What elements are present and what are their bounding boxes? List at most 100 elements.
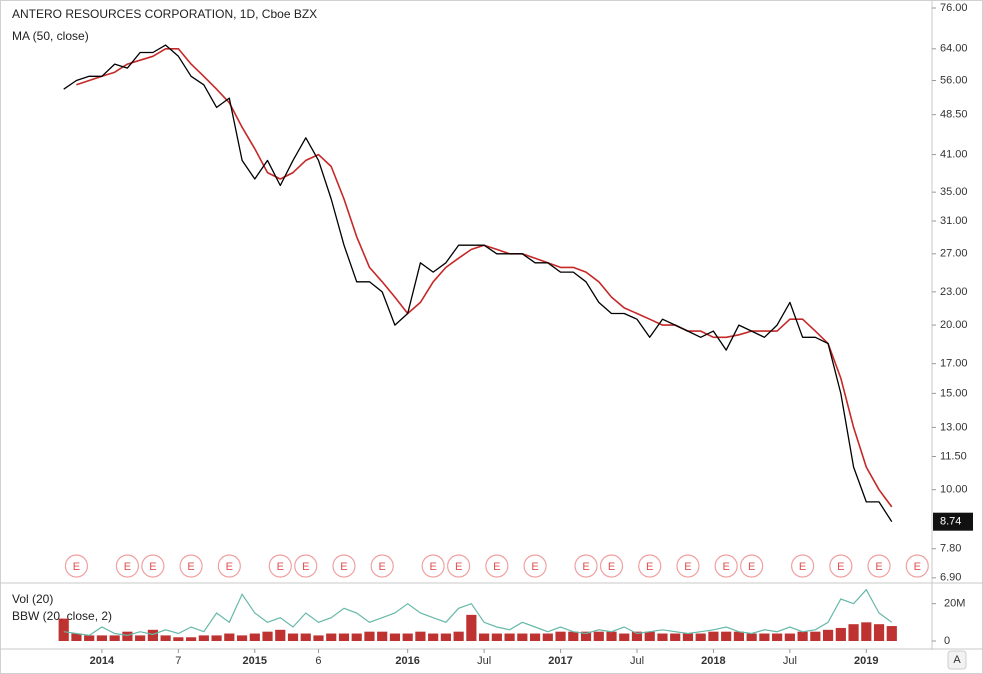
x-tick-label: Jul bbox=[630, 655, 644, 667]
volume-bar bbox=[644, 631, 655, 641]
y-tick-label: 56.00 bbox=[940, 74, 968, 86]
earnings-marker bbox=[115, 554, 139, 578]
volume-bar bbox=[300, 633, 311, 641]
volume-bar bbox=[886, 626, 897, 641]
volume-bar bbox=[377, 631, 388, 641]
volume-bar bbox=[822, 629, 834, 641]
volume-bar bbox=[580, 631, 592, 641]
y-tick-label: 41.00 bbox=[940, 148, 968, 160]
volume-bar bbox=[593, 631, 604, 641]
volume-bar bbox=[262, 631, 273, 641]
vol-legend: Vol (20) bbox=[12, 592, 53, 606]
y-tick-label: 27.00 bbox=[940, 248, 968, 260]
price-line bbox=[63, 44, 893, 523]
earnings-label: E bbox=[799, 561, 806, 573]
x-tick-label: 2016 bbox=[395, 655, 419, 667]
earnings-marker bbox=[676, 554, 700, 578]
volume-bar bbox=[96, 635, 108, 641]
volume-bar bbox=[338, 633, 350, 641]
y-tick-label: 15.00 bbox=[940, 387, 968, 399]
earnings-label: E bbox=[429, 561, 436, 573]
volume-bar bbox=[861, 622, 872, 641]
y2-tick-label: 20M bbox=[944, 598, 965, 610]
volume-bar bbox=[479, 633, 490, 641]
scale-button[interactable] bbox=[947, 650, 967, 670]
earnings-marker bbox=[599, 554, 624, 578]
volume-bar bbox=[326, 633, 337, 641]
volume-bar bbox=[708, 631, 719, 641]
earnings-label: E bbox=[124, 561, 131, 573]
volume-bar bbox=[198, 635, 209, 641]
volume-bar bbox=[797, 631, 808, 641]
earnings-marker bbox=[217, 554, 241, 578]
last-price-tag bbox=[933, 512, 973, 531]
volume-bar bbox=[670, 633, 681, 641]
last-price-label: 8.74 bbox=[940, 516, 961, 528]
volume-bar bbox=[224, 633, 235, 641]
volume-bar bbox=[428, 633, 439, 641]
y-tick-label: 10.00 bbox=[940, 484, 968, 496]
earnings-marker bbox=[791, 554, 815, 578]
earnings-label: E bbox=[608, 561, 615, 573]
earnings-marker bbox=[714, 554, 738, 578]
earnings-label: E bbox=[302, 561, 309, 573]
chart-title: ANTERO RESOURCES CORPORATION, 1D, Cboe B… bbox=[12, 7, 317, 21]
earnings-label: E bbox=[73, 561, 80, 573]
earnings-marker bbox=[332, 554, 356, 578]
volume-bar bbox=[721, 631, 732, 641]
volume-bar bbox=[173, 637, 184, 641]
earnings-label: E bbox=[646, 561, 653, 573]
volume-bar bbox=[746, 633, 757, 641]
volume-bar bbox=[211, 635, 222, 641]
earnings-marker bbox=[64, 554, 89, 578]
earnings-label: E bbox=[914, 561, 921, 573]
y-tick-label: 7.80 bbox=[940, 543, 961, 555]
volume-bar bbox=[848, 624, 859, 641]
volume-bar bbox=[287, 633, 299, 641]
earnings-marker bbox=[829, 554, 853, 578]
volume-bar bbox=[109, 635, 120, 641]
volume-bar bbox=[249, 633, 260, 641]
y-tick-label: 31.00 bbox=[940, 215, 968, 227]
earnings-label: E bbox=[455, 561, 462, 573]
volume-bar bbox=[733, 631, 744, 641]
volume-bar bbox=[568, 631, 579, 641]
volume-bar bbox=[466, 614, 477, 641]
earnings-marker bbox=[294, 554, 318, 578]
volume-bar bbox=[835, 627, 846, 641]
volume-bar bbox=[402, 633, 413, 641]
earnings-label: E bbox=[493, 561, 500, 573]
volume-bar bbox=[135, 635, 146, 641]
volume-bar bbox=[491, 633, 502, 641]
volume-bar bbox=[71, 633, 82, 641]
earnings-marker bbox=[638, 554, 662, 578]
earnings-marker bbox=[905, 554, 929, 578]
earnings-label: E bbox=[748, 561, 755, 573]
x-tick-label: 2019 bbox=[854, 655, 878, 667]
x-tick-label: 7 bbox=[175, 655, 181, 667]
volume-bar bbox=[351, 633, 362, 641]
earnings-marker bbox=[447, 554, 471, 578]
volume-bar bbox=[160, 635, 171, 641]
ma-legend: MA (50, close) bbox=[12, 29, 89, 43]
y-tick-label: 23.00 bbox=[940, 286, 968, 298]
volume-bar bbox=[122, 631, 133, 641]
earnings-marker bbox=[523, 554, 547, 578]
scale-button-label[interactable]: A bbox=[953, 654, 961, 666]
x-tick-label: 2014 bbox=[90, 655, 115, 667]
volume-bar bbox=[58, 618, 69, 641]
volume-bar bbox=[147, 629, 158, 641]
y-tick-label: 13.00 bbox=[940, 421, 968, 433]
volume-bar bbox=[695, 633, 706, 641]
earnings-label: E bbox=[149, 561, 156, 573]
earnings-label: E bbox=[722, 561, 729, 573]
volume-bar bbox=[364, 631, 375, 641]
earnings-marker bbox=[574, 554, 598, 578]
earnings-marker bbox=[485, 554, 509, 578]
volume-bar bbox=[504, 633, 515, 641]
y-tick-label: 48.50 bbox=[940, 109, 968, 121]
x-tick-label: Jul bbox=[477, 655, 491, 667]
volume-bar bbox=[555, 631, 566, 641]
volume-bar bbox=[810, 631, 821, 641]
